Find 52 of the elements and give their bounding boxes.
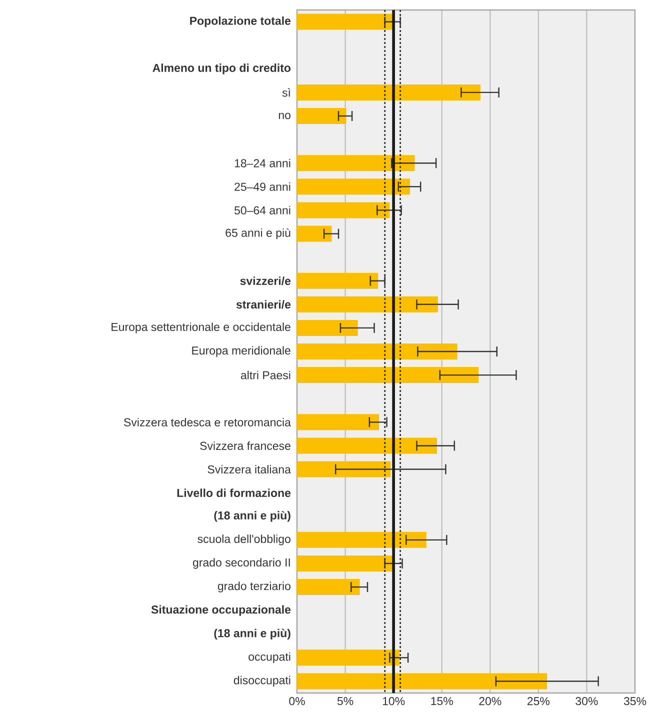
y-tick-label: (18 anni e più) — [214, 510, 290, 522]
x-tick-label: 30% — [576, 697, 598, 706]
bar — [296, 532, 426, 548]
y-tick-label: no — [278, 112, 290, 120]
y-tick-label: svizzeri/e — [240, 276, 291, 286]
bar — [296, 320, 358, 336]
y-tick-label: 50–64 anni — [234, 206, 290, 214]
y-tick-label: grado terziario — [218, 582, 290, 592]
x-tick-label: 25% — [527, 697, 550, 706]
y-tick-label: Svizzera italiana — [208, 465, 291, 474]
bar — [296, 344, 458, 360]
bar — [296, 272, 378, 289]
y-tick-label: Svizzera francese — [200, 441, 290, 450]
bar — [296, 555, 394, 572]
y-tick-label: stranieri/e — [236, 300, 291, 309]
x-tick-label: 5% — [337, 697, 354, 706]
y-tick-label: Europa settentrionale e occidentale — [112, 322, 290, 334]
bar — [296, 414, 380, 430]
y-tick-label: grado secondario II — [192, 558, 290, 569]
bar — [296, 226, 332, 242]
bar — [296, 108, 346, 124]
y-tick-label: 65 anni e più — [226, 228, 290, 240]
bar — [296, 579, 360, 596]
y-tick-label: scuola dell'obbligo — [198, 534, 290, 546]
y-tick-label: Almeno un tipo di credito — [152, 64, 291, 74]
y-tick-label: occupati — [248, 652, 290, 664]
x-tick-label: 0% — [289, 697, 305, 706]
y-tick-label: Svizzera tedesca e retoromancia — [124, 418, 291, 426]
x-tick-label: 10% — [382, 697, 405, 706]
bar — [296, 14, 394, 30]
y-tick-label: sì — [282, 88, 290, 97]
bar — [296, 155, 415, 172]
bar — [296, 438, 438, 454]
y-tick-label: altri Paesi — [240, 370, 290, 380]
bar — [296, 202, 390, 218]
bar — [296, 84, 480, 100]
y-tick-label: 25–49 anni — [234, 182, 290, 191]
y-tick-label: Situazione occupazionale — [151, 605, 291, 616]
x-tick-label: 20% — [479, 697, 502, 706]
y-tick-label: 18–24 anni — [234, 158, 290, 168]
y-tick-label: disoccupati — [234, 676, 290, 687]
bar — [296, 178, 410, 195]
y-tick-label: Livello di formazione — [177, 488, 291, 498]
x-tick-label: 15% — [431, 697, 453, 706]
y-tick-label: Popolazione totale — [190, 16, 291, 28]
y-tick-label: (18 anni e più) — [214, 628, 290, 640]
bar — [296, 673, 548, 690]
bar — [296, 367, 479, 384]
bar — [296, 650, 400, 666]
y-tick-label: Europa meridionale — [192, 346, 290, 357]
bar — [296, 296, 438, 312]
x-tick-label: 35% — [624, 697, 646, 706]
